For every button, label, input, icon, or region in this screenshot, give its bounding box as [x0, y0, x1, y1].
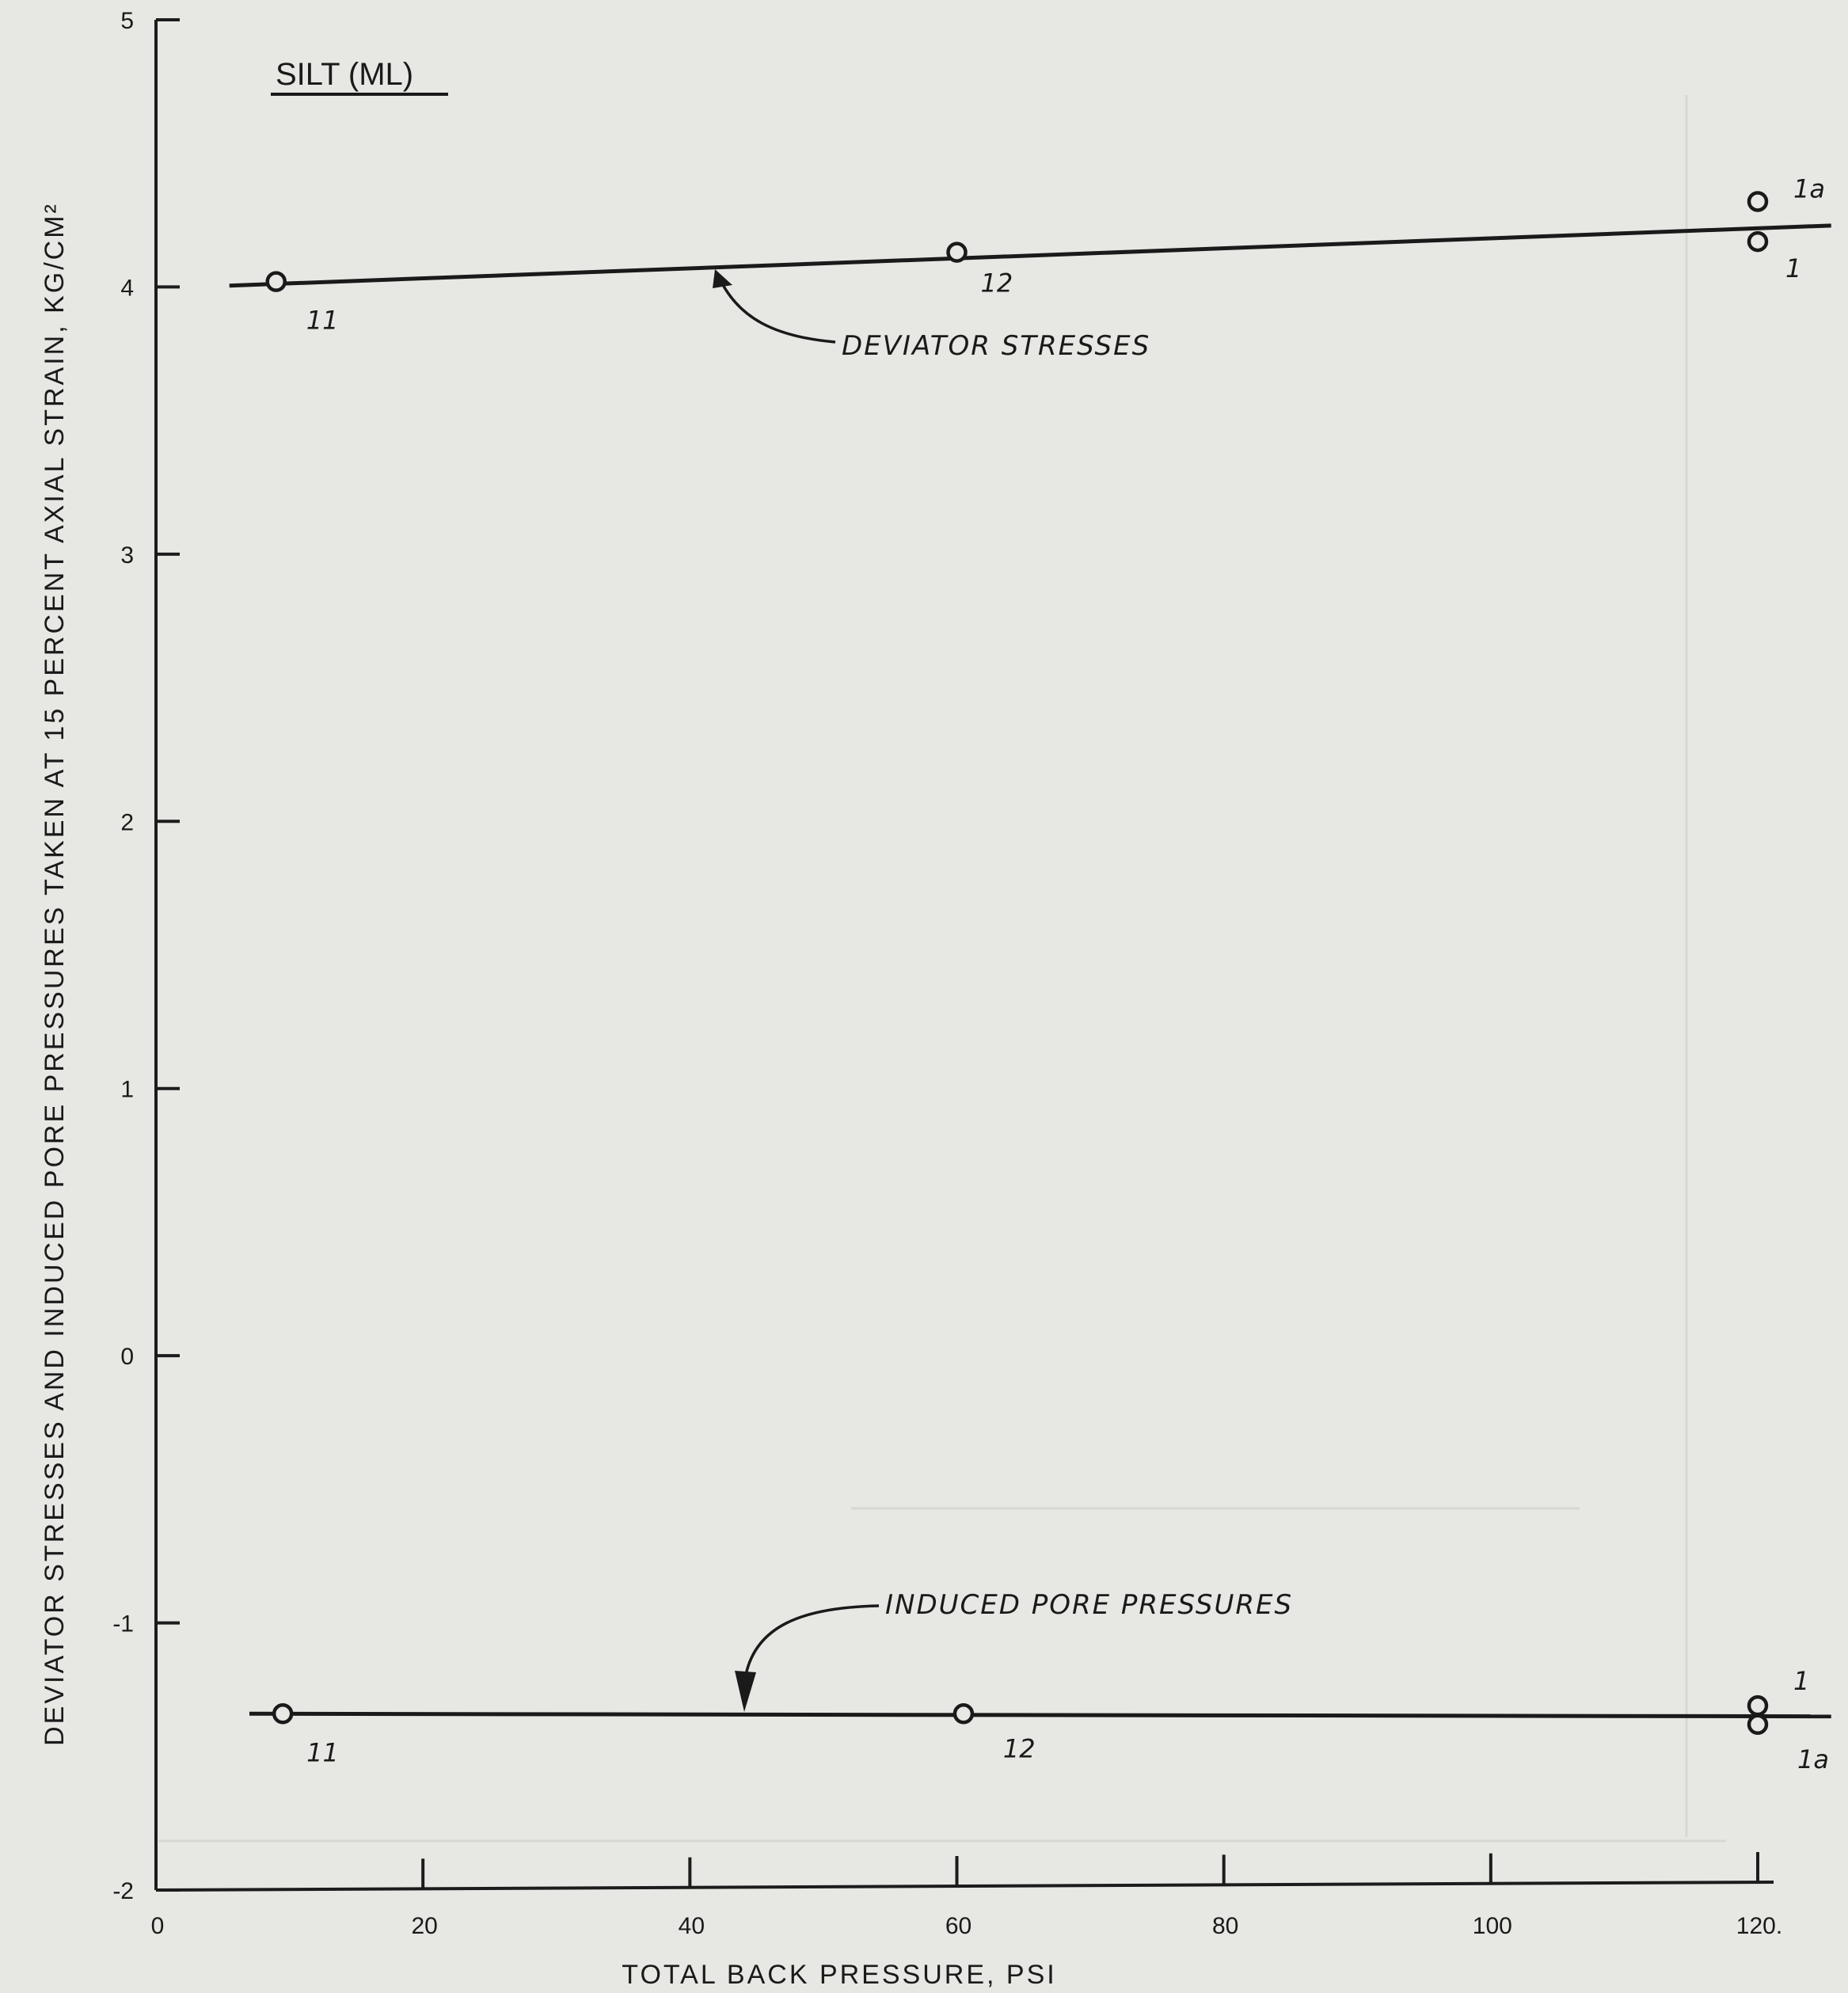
data-point — [1747, 1713, 1769, 1736]
y-tick-label: 4 — [120, 275, 134, 301]
y-tick-label: -2 — [112, 1878, 134, 1904]
x-axis-title: TOTAL BACK PRESSURE, PSI — [622, 1960, 1056, 1990]
annotation-induced-pore-pressures: INDUCED PORE PRESSURES — [735, 1589, 1293, 1712]
chart-title: SILT (ML) — [276, 57, 413, 92]
series-line — [229, 223, 1831, 288]
data-point-label: 12 — [1003, 1733, 1036, 1763]
x-tick-label: 120. — [1736, 1913, 1782, 1939]
y-tick-label: 0 — [120, 1344, 134, 1370]
series-line — [249, 1711, 1831, 1719]
series-deviator-stresses: 11 12 1a 1 — [229, 173, 1831, 336]
x-axis-ticks: 0 20 40 60 80 100 120. — [151, 1852, 1782, 1939]
data-point-label: 12 — [981, 268, 1013, 299]
data-point-label: 1a — [1793, 173, 1825, 203]
data-point — [953, 1703, 975, 1725]
data-point — [1747, 230, 1769, 253]
x-axis-line — [155, 1881, 1774, 1892]
data-point — [265, 271, 287, 292]
x-tick-label: 0 — [151, 1913, 165, 1939]
y-axis-title: DEVIATOR STRESSES AND INDUCED PORE PRESS… — [40, 202, 70, 1746]
y-tick-label: 2 — [120, 809, 134, 835]
y-tick-label: 3 — [120, 542, 134, 569]
data-point — [946, 242, 968, 263]
x-tick-label: 80 — [1212, 1913, 1238, 1939]
annotation-label-deviator: DEVIATOR STRESSES — [842, 330, 1150, 362]
y-tick-label: 5 — [120, 8, 134, 34]
x-tick-label: 60 — [945, 1913, 972, 1939]
series-induced-pore-pressures: 11 12 1 1a — [249, 1666, 1831, 1774]
data-point — [1747, 191, 1769, 212]
data-point-label: 1 — [1793, 1666, 1809, 1696]
data-point-label: 11 — [306, 1737, 339, 1767]
annotation-label-pore: INDUCED PORE PRESSURES — [885, 1589, 1293, 1621]
data-point-label: 1 — [1785, 253, 1801, 283]
y-axis-ticks: -2 -1 0 1 2 3 4 5 — [112, 8, 180, 1904]
x-tick-label: 20 — [411, 1913, 437, 1939]
data-point-label: 11 — [306, 306, 339, 336]
bleed-through-background — [158, 95, 1726, 1843]
annotation-deviator-stresses: DEVIATOR STRESSES — [713, 269, 1150, 362]
y-tick-label: 1 — [120, 1077, 134, 1103]
x-tick-label: 40 — [679, 1913, 705, 1939]
y-tick-label: -1 — [112, 1611, 134, 1637]
data-point-label: 1a — [1797, 1744, 1829, 1774]
data-point — [1747, 1694, 1769, 1717]
x-tick-label: 100 — [1473, 1913, 1512, 1939]
data-point — [272, 1703, 294, 1725]
